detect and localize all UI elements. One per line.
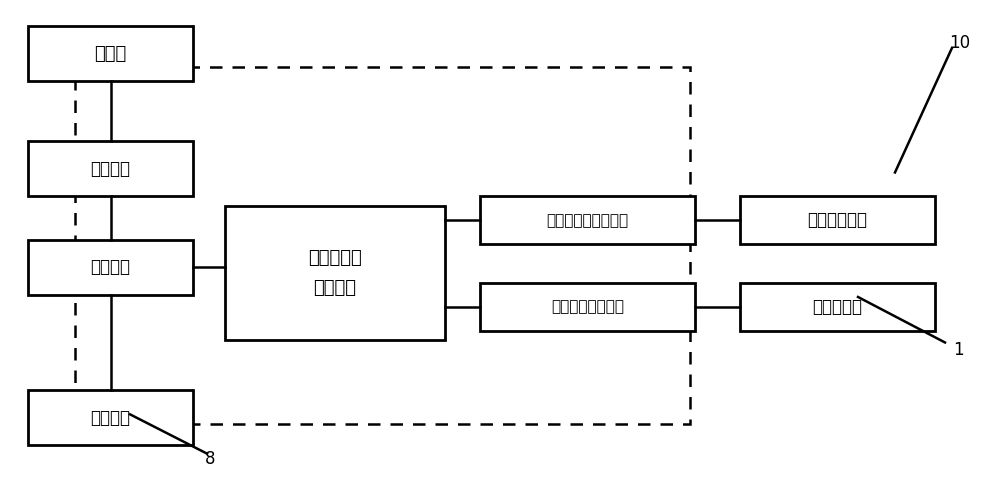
Text: 8: 8 — [205, 450, 215, 468]
Text: 扔矩传感器: 扔矩传感器 — [812, 297, 862, 316]
Text: 控制单元: 控制单元 — [90, 258, 130, 276]
Text: 扔矩信号测试单元: 扔矩信号测试单元 — [551, 299, 624, 314]
Text: 拖动电机: 拖动电机 — [90, 409, 130, 427]
Text: 通信单元: 通信单元 — [90, 160, 130, 178]
Bar — [480, 196, 695, 244]
Text: 角速度传感器: 角速度传感器 — [808, 211, 868, 229]
Bar — [480, 283, 695, 331]
Bar — [28, 240, 193, 295]
Text: 信号采集及
调理单元: 信号采集及 调理单元 — [308, 250, 362, 297]
Bar — [740, 283, 935, 331]
Bar — [225, 206, 445, 340]
Bar — [28, 390, 193, 445]
Text: 10: 10 — [949, 34, 971, 52]
Text: 角速度信号测试单元: 角速度信号测试单元 — [546, 213, 629, 228]
Text: 上位机: 上位机 — [94, 45, 127, 63]
Bar — [75, 67, 690, 424]
Bar — [28, 26, 193, 81]
Text: 1: 1 — [953, 341, 963, 359]
Bar — [28, 141, 193, 196]
Bar — [740, 196, 935, 244]
